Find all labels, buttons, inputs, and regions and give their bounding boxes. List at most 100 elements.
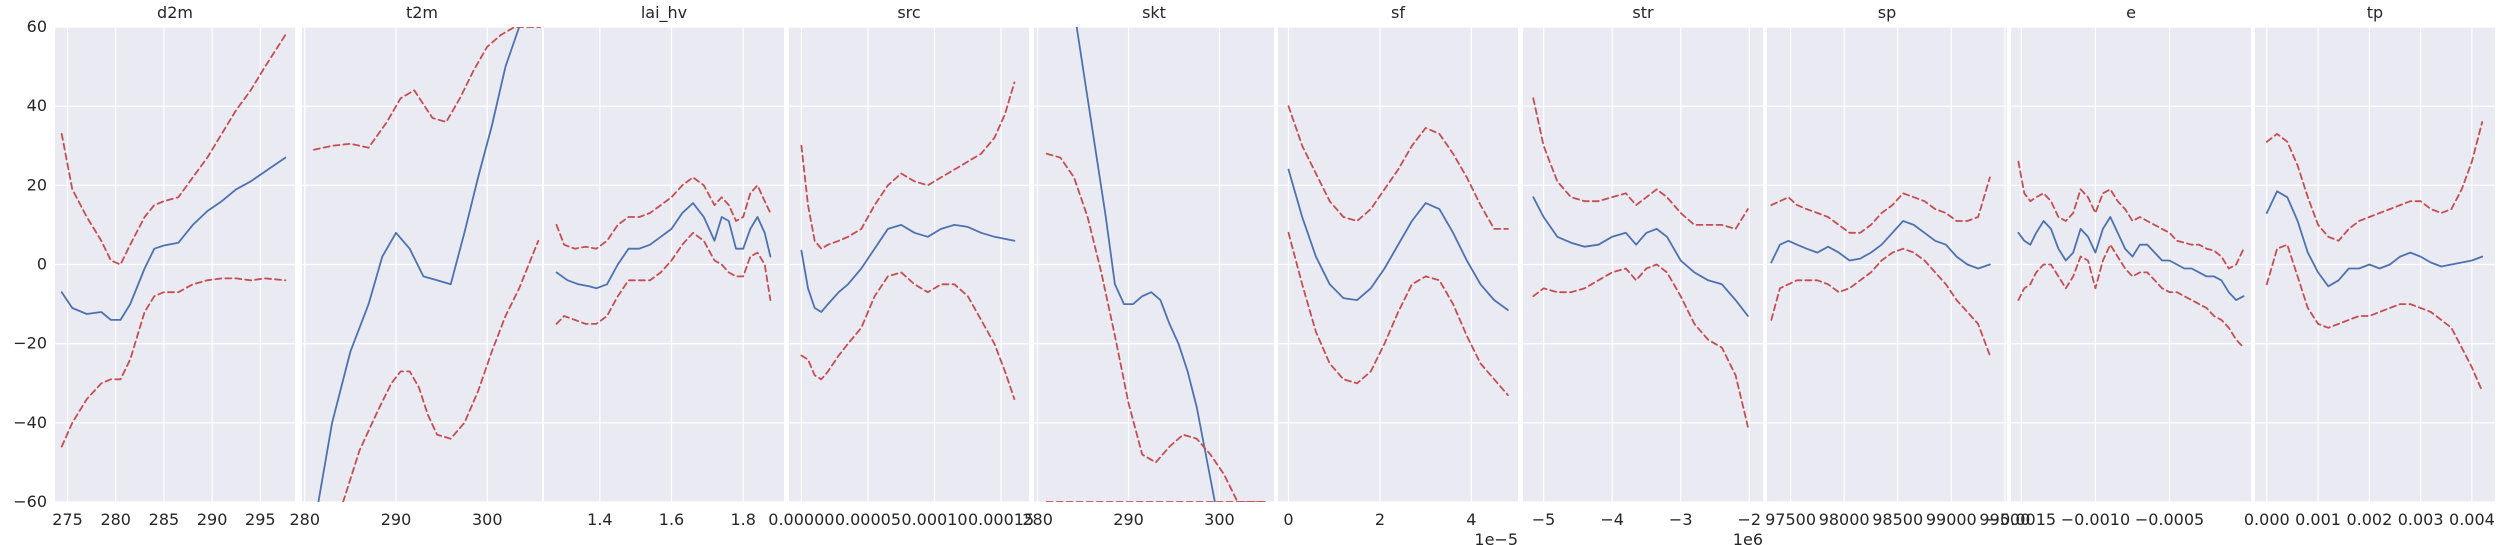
x-tick-label: 290 [1113, 510, 1144, 529]
x-tick-label: 280 [289, 510, 320, 529]
x-tick-label: 0.00010 [901, 510, 967, 529]
panel-title: skt [1142, 3, 1166, 22]
x-tick-label: −5 [1532, 510, 1556, 529]
x-tick-label: 295 [245, 510, 276, 529]
series-line-estimate [1532, 196, 1749, 317]
panel-d2m: d2m 275 280 285 290 295 −60 −40 −20 0 20 40 60 [13, 3, 295, 529]
x-tick-label: 0.00015 [968, 510, 1034, 529]
x-tick-label: 285 [149, 510, 180, 529]
x-tick-label: −0.0005 [2135, 510, 2204, 529]
panel-tp: tp 0.000 0.001 0.002 0.003 0.004 [2244, 3, 2495, 529]
panel-e: e −0.0015 −0.0010 −0.0005 [1987, 3, 2251, 529]
series-group [1770, 176, 1991, 357]
series-line-estimate [60, 156, 287, 321]
series-line-lower-bound [342, 239, 540, 502]
x-tick-label: 0.000 [2244, 510, 2290, 529]
panel-title: d2m [157, 3, 193, 22]
series-line-upper-bound [1770, 176, 1991, 234]
x-tick-label: −3 [1669, 510, 1693, 529]
series-group [800, 81, 1016, 401]
x-tick-label: 0.00000 [768, 510, 834, 529]
panel-sf: sf 0 2 41e−5 [1278, 3, 1518, 545]
axis-offset-label: 1e−5 [1474, 530, 1518, 545]
x-tick-label: −0.0010 [2061, 510, 2130, 529]
x-tick-label: 4 [1466, 510, 1476, 529]
x-tick-label: 1.8 [730, 510, 755, 529]
series-group [312, 27, 542, 502]
x-tick-label: 98500 [1872, 510, 1923, 529]
x-tick-label: −0.0015 [1987, 510, 2056, 529]
series-group [555, 176, 772, 325]
series-line-estimate [800, 223, 1016, 313]
series-group [2017, 160, 2245, 349]
series-line-upper-bound [555, 176, 772, 250]
series-line-lower-bound [2017, 243, 2245, 349]
series-line-estimate [2265, 190, 2484, 288]
panel-title: src [897, 3, 920, 22]
x-tick-label: 0 [1283, 510, 1293, 529]
panel-title: tp [2367, 3, 2383, 22]
series-line-estimate [1770, 220, 1991, 270]
y-tick-label: −40 [13, 413, 47, 432]
series-group [1532, 97, 1749, 428]
panel-title: lai_hv [641, 3, 687, 23]
series-line-lower-bound [1287, 231, 1509, 397]
series-line-lower-bound [1532, 263, 1749, 428]
x-tick-label: −4 [1600, 510, 1624, 529]
series-line-lower-bound [800, 271, 1016, 401]
x-tick-label: 280 [1022, 510, 1053, 529]
x-tick-label: 99500 [1979, 510, 2030, 529]
x-tick-label: 300 [1204, 510, 1235, 529]
panel-title: str [1632, 3, 1654, 22]
panel-src: src 0.00000 0.00005 0.00010 0.00015 [768, 3, 1034, 529]
series-line-upper-bound [1045, 152, 1268, 502]
panel-title: sp [1878, 3, 1897, 22]
series-line-upper-bound [1532, 97, 1749, 230]
series-group [2265, 121, 2484, 393]
panel-lai_hv: lai_hv 1.4 1.6 1.8 [544, 3, 784, 529]
series-line-upper-bound [2017, 160, 2245, 270]
y-tick-label: 40 [27, 96, 47, 115]
x-tick-label: 98000 [1819, 510, 1870, 529]
x-tick-label: 99000 [1926, 510, 1977, 529]
series-group [1045, 27, 1268, 502]
x-tick-label: −2 [1737, 510, 1761, 529]
series-line-estimate [2017, 216, 2245, 302]
panel-t2m: t2m 280 290 300 [289, 3, 542, 529]
series-line-lower-bound [60, 277, 287, 448]
panel-skt: skt 280 290 300 [1022, 3, 1274, 529]
series-line-upper-bound [2265, 121, 2484, 242]
series-line-lower-bound [555, 231, 772, 325]
panel-title: sf [1391, 3, 1405, 22]
x-tick-label: 0.00005 [835, 510, 901, 529]
x-tick-label: 1.6 [659, 510, 684, 529]
x-tick-label: 300 [472, 510, 503, 529]
panel-title: t2m [406, 3, 438, 22]
series-group [60, 34, 287, 448]
axis-offset-label: 1e6 [1733, 530, 1763, 545]
x-tick-label: 2 [1375, 510, 1385, 529]
panel-title: e [2126, 3, 2136, 22]
x-tick-label: 290 [197, 510, 228, 529]
series-line-estimate [555, 202, 772, 290]
x-tick-label: 0.001 [2295, 510, 2341, 529]
x-tick-label: 275 [52, 510, 83, 529]
series-line-estimate [317, 27, 521, 502]
x-tick-label: 97500 [1765, 510, 1816, 529]
series-line-upper-bound [60, 34, 287, 266]
y-tick-label: 0 [37, 255, 47, 274]
series-group [1287, 105, 1509, 397]
series-line-upper-bound [312, 27, 542, 151]
x-tick-label: 0.002 [2346, 510, 2392, 529]
x-tick-label: 0.003 [2398, 510, 2444, 529]
x-tick-label: 290 [381, 510, 412, 529]
x-tick-label: 280 [100, 510, 131, 529]
x-tick-label: 0.004 [2449, 510, 2495, 529]
series-line-lower-bound [2265, 243, 2484, 393]
y-tick-label: −20 [13, 334, 47, 353]
y-tick-label: 60 [27, 17, 47, 36]
series-line-estimate [1287, 168, 1509, 311]
x-tick-label: 1.4 [587, 510, 612, 529]
